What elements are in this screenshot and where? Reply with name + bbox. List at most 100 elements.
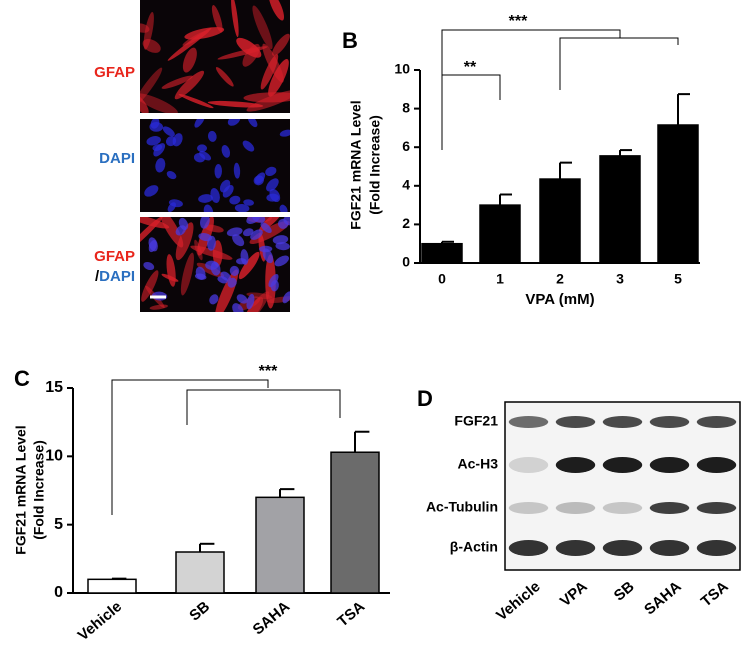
nucleus (266, 178, 279, 192)
gfap-cell (178, 93, 214, 109)
nucleus (243, 199, 254, 206)
bar (599, 155, 641, 264)
nucleus (209, 294, 219, 305)
nucleus (226, 227, 243, 237)
y-tick-label: 8 (402, 99, 410, 115)
nucleus (199, 151, 212, 161)
bar (330, 451, 380, 594)
nucleus (279, 129, 290, 137)
cells (140, 0, 290, 113)
blot-band (649, 540, 690, 556)
gfap-cell (252, 5, 273, 50)
gfap-cell (159, 217, 184, 248)
blot-lane-label: SAHA (641, 578, 685, 618)
bar (421, 242, 463, 264)
bar (175, 551, 225, 594)
significance-bracket (441, 74, 501, 150)
y-tick-label: 0 (402, 254, 410, 270)
x-tick-label: 3 (616, 271, 624, 287)
blot-band (649, 416, 690, 428)
nucleus (172, 133, 183, 147)
x-tick-label: 1 (496, 271, 504, 287)
nucleus (207, 130, 217, 142)
gfap-cell (166, 254, 176, 287)
nucleus (253, 175, 264, 186)
gfap-cell (175, 222, 194, 261)
gfap-cell (142, 39, 161, 53)
nucleus (265, 166, 277, 177)
gfap-cell (243, 92, 290, 103)
nucleus (198, 194, 213, 203)
y-axis-label: (Fold Increase) (31, 440, 47, 540)
gfap-cell (231, 0, 239, 38)
blot-band (508, 540, 549, 556)
bar (479, 204, 521, 264)
blot-band (602, 457, 643, 473)
blot-band (696, 416, 737, 428)
blot-band (696, 457, 737, 473)
y-tick-label: 5 (54, 516, 63, 533)
blot-lane-label: SB (611, 578, 638, 605)
nucleus (148, 237, 158, 252)
nucleus (235, 258, 247, 265)
x-tick-label: 0 (438, 271, 446, 287)
blot-row-label: Ac-H3 (458, 456, 499, 472)
blot-band (696, 502, 737, 514)
x-tick-label: SAHA (250, 598, 294, 638)
y-tick-label: 10 (45, 448, 63, 465)
nucleus (279, 204, 288, 212)
row-label: GFAP (94, 248, 135, 265)
gfap-cell (161, 75, 193, 89)
x-tick-label: TSA (334, 598, 368, 630)
nucleus (168, 199, 183, 208)
panel-label: B (342, 28, 358, 53)
gfap-cell (140, 93, 149, 113)
x-axis-label: VPA (mM) (525, 291, 594, 308)
blot-row-label: Ac-Tubulin (426, 499, 498, 515)
nucleus (260, 222, 272, 234)
blot-row-label: FGF21 (454, 413, 498, 429)
gfap-cell (140, 93, 178, 113)
x-tick-label: 5 (674, 271, 682, 287)
gfap-cell (262, 43, 284, 83)
nucleus (227, 119, 241, 126)
nucleus (272, 235, 289, 245)
nucleus (196, 144, 208, 153)
bar (255, 496, 305, 594)
nucleus (246, 293, 255, 310)
significance-label: *** (259, 363, 278, 380)
nucleus (262, 248, 274, 264)
blot-band (555, 416, 596, 428)
nucleus (232, 234, 245, 247)
nucleus (143, 261, 155, 271)
blot-band (602, 502, 643, 514)
y-axis-label: FGF21 mRNA Level (13, 425, 29, 554)
row-label: DAPI (99, 150, 135, 167)
nucleus (195, 266, 206, 280)
bar (657, 124, 699, 264)
gfap-cell (215, 67, 234, 87)
gfap-cell (140, 23, 150, 33)
y-tick-label: 4 (402, 177, 410, 193)
bar (539, 178, 581, 264)
gfap-cell (207, 100, 264, 108)
panel-label: D (417, 386, 433, 411)
nucleus (247, 119, 258, 128)
nucleus (166, 170, 177, 180)
significance-label: ** (464, 59, 477, 76)
gfap-cell (174, 70, 205, 100)
gfap-cell (238, 251, 260, 280)
blot-band (555, 502, 596, 514)
nucleus (232, 303, 244, 312)
nucleus (214, 163, 222, 179)
nucleus (200, 217, 210, 229)
slash: / (95, 268, 100, 285)
panel-label: C (14, 366, 30, 391)
gfap-cell (180, 252, 194, 296)
nucleus (162, 126, 175, 137)
nucleus (233, 162, 241, 179)
y-axis-label: (Fold Increase) (367, 115, 383, 215)
nucleus (282, 291, 290, 304)
blot-band (649, 457, 690, 473)
